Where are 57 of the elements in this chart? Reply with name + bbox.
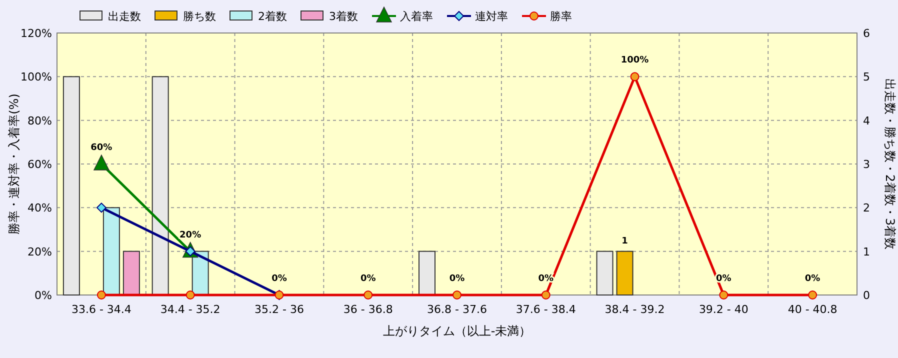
legend-label: 入着率 [400, 10, 433, 23]
y2-tick-label: 0 [863, 289, 870, 302]
point [364, 290, 373, 300]
bar [102, 207, 120, 296]
y2-tick-label: 1 [863, 245, 870, 258]
bar [418, 250, 436, 296]
y2-axis-title: 出走数・勝ち数・2着数・3着数 [883, 78, 897, 250]
y-tick-label: 80% [28, 114, 52, 128]
y-axis-title: 勝率・連対率・入着率(%) [7, 94, 21, 234]
annotation: 0% [804, 274, 820, 284]
x-tick-label: 34.4 - 35.2 [160, 303, 220, 316]
y2-tick-label: 5 [863, 70, 870, 84]
annotation: 20% [180, 230, 202, 240]
point [96, 290, 106, 300]
annotation: 60% [90, 143, 112, 153]
legend-label: 3着数 [329, 10, 358, 23]
point [186, 290, 195, 300]
annotation: 100% [620, 56, 649, 66]
legend-label: 2着数 [258, 10, 287, 23]
y-tick-label: 60% [28, 158, 52, 171]
bar [152, 76, 169, 296]
x-tick-label: 35.2 - 36 [254, 303, 304, 316]
legend-label: 勝ち数 [183, 10, 216, 23]
point [452, 290, 462, 300]
bar [62, 76, 80, 296]
y-tick-label: 100% [20, 70, 52, 84]
y-tick-label: 0% [34, 289, 52, 302]
y-tick-label: 20% [28, 245, 52, 258]
point [541, 290, 550, 300]
data-label: 1 [622, 236, 628, 246]
legend-label: 出走数 [108, 10, 141, 23]
annotation: 0% [272, 274, 287, 284]
legend-label: 連対率 [475, 10, 508, 23]
legend-label: 勝率 [550, 10, 572, 23]
bar [616, 250, 634, 296]
point [719, 290, 728, 300]
x-axis-title: 上がりタイム（以上-未満） [382, 324, 532, 338]
annotation: 0% [449, 274, 465, 284]
y2-tick-label: 4 [863, 114, 870, 128]
x-tick-label: 36.8 - 37.6 [427, 303, 487, 316]
y-tick-label: 40% [28, 202, 52, 215]
point [630, 72, 640, 82]
x-tick-label: 39.2 - 40 [698, 303, 748, 316]
bar [122, 250, 140, 296]
x-tick-label: 36 - 36.8 [343, 303, 393, 316]
x-tick-label: 33.6 - 34.4 [71, 303, 132, 316]
annotation: 0% [360, 274, 376, 284]
y2-tick-label: 2 [863, 202, 870, 215]
y2-tick-label: 6 [863, 27, 870, 40]
y-tick-label: 120% [20, 27, 52, 40]
x-tick-label: 38.4 - 39.2 [604, 303, 665, 316]
x-tick-label: 40 - 40.8 [788, 303, 838, 316]
point [96, 202, 106, 213]
bar [596, 250, 614, 296]
x-tick-label: 37.6 - 38.4 [516, 303, 576, 316]
point [808, 290, 818, 300]
y2-tick-label: 3 [863, 158, 870, 171]
